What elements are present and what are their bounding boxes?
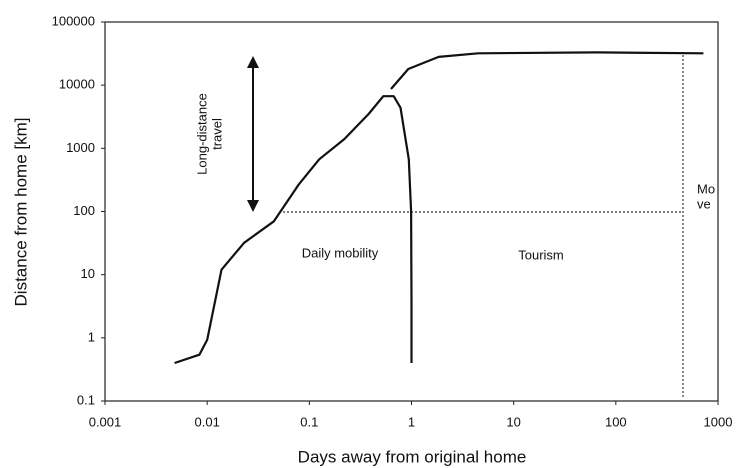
range-arrow <box>247 56 259 212</box>
y-tick-label: 100000 <box>52 13 95 28</box>
data-line <box>174 95 413 365</box>
data-line <box>390 51 704 90</box>
x-tick-label: 10 <box>506 414 520 429</box>
y-tick-label: 10 <box>81 266 95 281</box>
y-tick-label: 0.1 <box>77 392 95 407</box>
x-axis-title: Days away from original home <box>298 447 527 466</box>
y-tick-label: 1000 <box>66 140 95 155</box>
y-tick-label: 100 <box>73 203 95 218</box>
annotation: travel <box>209 118 224 150</box>
annotation: Mo <box>697 181 715 196</box>
annotation: ve <box>697 196 711 211</box>
x-tick-label: 0.01 <box>195 414 220 429</box>
x-tick-label: 100 <box>605 414 627 429</box>
annotation: Daily mobility <box>302 245 379 260</box>
x-tick-label: 1 <box>408 414 415 429</box>
annotation: Tourism <box>518 247 564 262</box>
x-tick-label: 0.001 <box>89 414 122 429</box>
y-tick-label: 1 <box>88 329 95 344</box>
y-tick-label: 10000 <box>59 77 95 92</box>
x-tick-label: 1000 <box>704 414 733 429</box>
y-axis-title: Distance from home [km] <box>11 118 30 307</box>
annotation: Long-distance <box>194 93 209 175</box>
x-tick-label: 0.1 <box>300 414 318 429</box>
